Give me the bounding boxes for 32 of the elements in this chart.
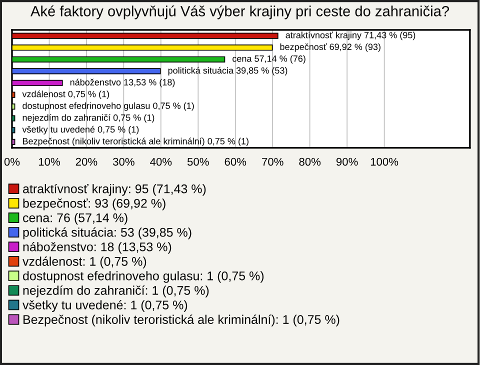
x-tick-label: 50% xyxy=(187,158,209,166)
x-tick-label: 80% xyxy=(299,158,321,166)
legend-label: vzdálenost: 1 (0,75 %) xyxy=(22,256,146,268)
data-label: politická situácia 39,85 % (53) xyxy=(168,66,288,76)
chart-title: Aké faktory ovplyvňujú Váš výber krajiny pri ceste do zahraničia? xyxy=(30,5,450,20)
legend-label: dostupnost efedrinoveho gulasu: 1 (0,75 %) xyxy=(23,271,264,283)
data-label: náboženstvo 13,53 % (18) xyxy=(70,78,175,88)
legend-label: všetky tu uvedené: 1 (0,75 %) xyxy=(22,300,188,312)
data-label: Bezpečnost (nikoliv teroristická ale kriminální) 0,75 % (1) xyxy=(22,138,248,146)
legend-label: náboženstvo: 18 (13,53 %) xyxy=(23,242,172,254)
data-label: cena 57,14 % (76) xyxy=(232,55,306,64)
data-label: nejezdím do zahraničí 0,75 % (1) xyxy=(22,114,154,123)
legend-label: nejezdím do zahraničí: 1 (0,75 %) xyxy=(23,286,209,298)
legend-label: cena: 76 (57,14 %) xyxy=(23,213,128,225)
data-label: dostupnost efedrinoveho gulasu 0,75 % (1) xyxy=(22,102,194,111)
legend-label: Bezpečnost (nikoliv teroristická ale kriminální): 1 (0,75 %) xyxy=(24,314,340,326)
legend-label: politická situácia: 53 (39,85 %) xyxy=(23,227,192,240)
x-tick-label: 40% xyxy=(150,158,172,166)
x-tick-label: 0% xyxy=(4,158,20,166)
x-tick-label: 70% xyxy=(262,158,284,166)
x-tick-label: 90% xyxy=(336,158,358,166)
x-tick-label: 60% xyxy=(224,158,246,166)
data-label: bezpečnosť 69,92 % (93) xyxy=(280,43,380,52)
data-label: atraktívnosť krajiny 71,43 % (95) xyxy=(286,32,416,40)
x-tick-label: 100% xyxy=(370,158,398,166)
x-tick-label: 10% xyxy=(38,158,60,166)
legend-label: atraktívnosť krajiny: 95 (71,43 %) xyxy=(23,184,206,196)
x-tick-label: 20% xyxy=(76,158,98,166)
data-label: vzdálenost 0,75 % (1) xyxy=(22,90,109,100)
legend-label: bezpečnosť: 93 (69,92 %) xyxy=(23,198,166,210)
x-tick-label: 30% xyxy=(112,158,134,166)
data-label: všetky tu uvedené 0,75 % (1) xyxy=(22,126,139,134)
